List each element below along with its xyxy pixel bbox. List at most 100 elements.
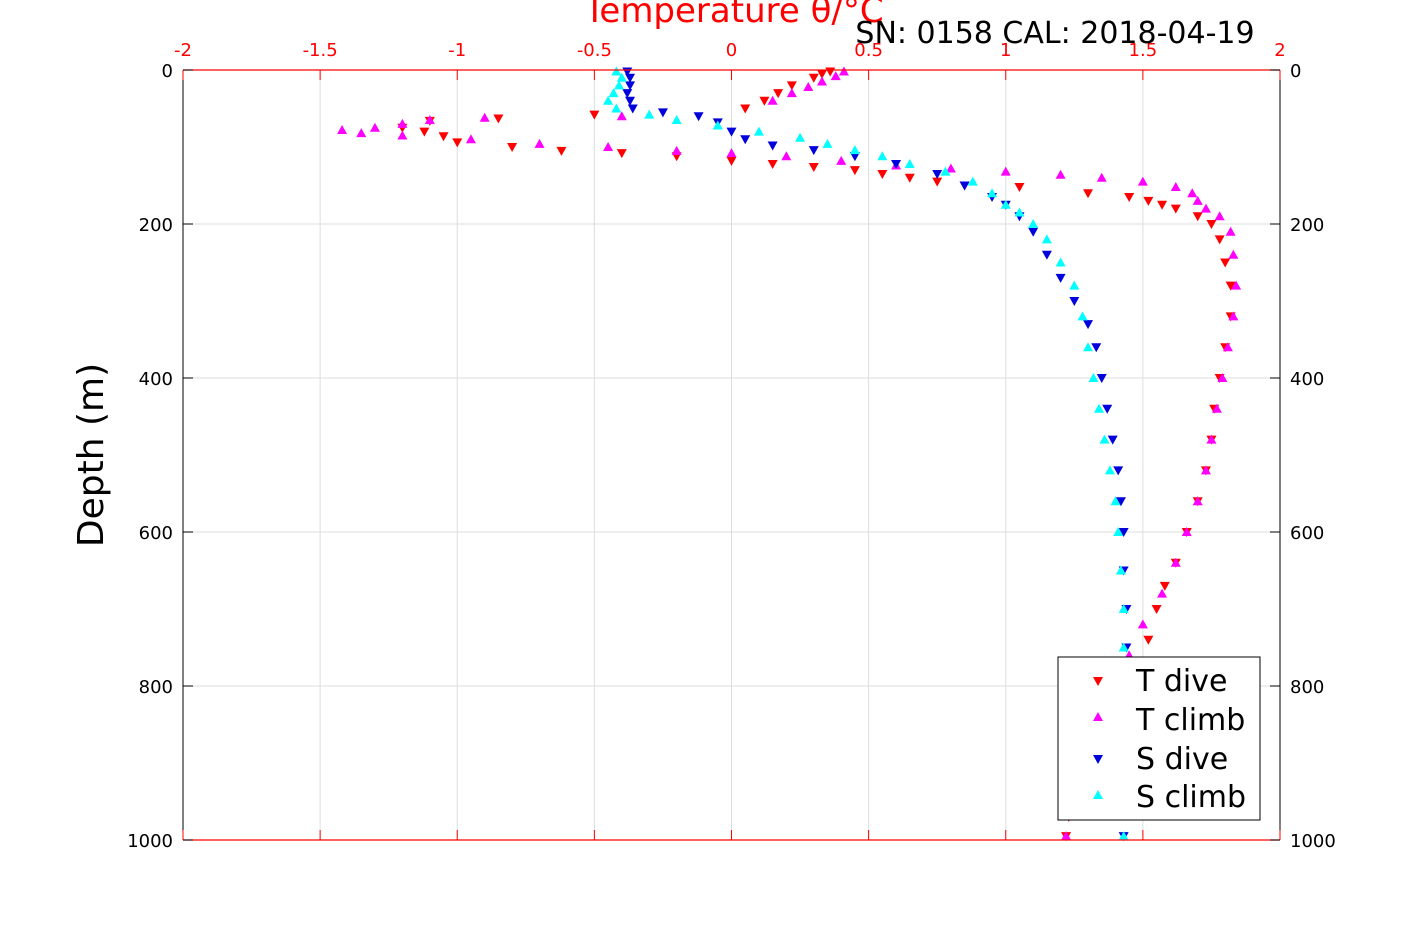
legend-marker-s-dive	[1093, 755, 1103, 764]
data-point-s-climb	[1099, 434, 1110, 444]
data-point-s-climb	[1055, 257, 1066, 267]
data-point-s-dive	[740, 135, 751, 145]
data-point-t-dive	[438, 132, 449, 142]
data-point-t-dive	[1192, 212, 1203, 222]
data-point-t-climb	[945, 163, 956, 173]
series-s-climb	[603, 66, 1129, 841]
data-point-s-dive	[627, 104, 638, 114]
data-point-t-dive	[1124, 193, 1135, 203]
x-tick-label: -0.5	[577, 40, 612, 61]
y-tick-label-right: 0	[1290, 61, 1301, 82]
data-point-s-dive	[1069, 297, 1080, 306]
data-point-t-dive	[808, 163, 819, 173]
data-point-s-climb	[1110, 496, 1121, 506]
data-point-t-dive	[1159, 581, 1170, 591]
data-point-t-climb	[1096, 172, 1107, 182]
data-point-t-dive	[773, 89, 784, 99]
data-point-t-dive	[556, 146, 567, 156]
data-point-t-climb	[356, 128, 367, 138]
data-point-t-climb	[786, 88, 797, 98]
data-point-t-climb	[1225, 226, 1236, 236]
data-point-s-climb	[1014, 207, 1025, 217]
data-point-t-climb	[369, 122, 380, 132]
data-point-t-climb	[838, 66, 849, 76]
data-point-t-climb	[616, 111, 627, 121]
data-point-t-dive	[1157, 200, 1168, 210]
data-point-t-dive	[786, 81, 797, 91]
data-point-s-climb	[671, 115, 682, 125]
data-point-s-climb	[614, 80, 625, 90]
data-point-t-dive	[1143, 196, 1154, 206]
data-point-s-dive	[693, 112, 704, 122]
data-point-s-dive	[1107, 435, 1118, 445]
data-point-s-climb	[1093, 403, 1104, 413]
data-point-t-climb	[337, 125, 348, 135]
data-point-t-climb	[1192, 195, 1203, 205]
x-tick-label: 2	[1274, 40, 1285, 61]
data-point-s-dive	[657, 108, 668, 118]
data-point-t-dive	[507, 143, 518, 152]
x-tick-label: 0.5	[854, 40, 883, 61]
chart-title: Temperature θ/°C	[583, 0, 883, 31]
y-tick-label-left: 600	[139, 523, 173, 544]
data-point-s-dive	[1055, 273, 1066, 283]
legend-label-t-dive: T dive	[1135, 664, 1227, 699]
data-point-s-climb	[1088, 373, 1099, 382]
data-point-s-climb	[877, 151, 888, 161]
data-point-t-dive	[1083, 189, 1094, 199]
data-point-s-climb	[940, 166, 951, 176]
y-tick-label-right: 200	[1290, 215, 1324, 236]
y-tick-label-right: 800	[1290, 677, 1324, 698]
legend-box	[1057, 656, 1261, 821]
data-point-t-dive	[1214, 235, 1225, 245]
legend-marker-t-climb	[1093, 712, 1103, 721]
data-point-t-climb	[836, 155, 847, 165]
data-point-s-climb	[904, 158, 915, 168]
data-point-t-climb	[1228, 311, 1239, 321]
data-point-s-dive	[849, 152, 860, 162]
data-point-t-climb	[1157, 588, 1168, 598]
data-point-s-climb	[1000, 199, 1011, 209]
series-s-dive	[622, 67, 1132, 842]
data-point-s-climb	[611, 103, 622, 113]
data-point-t-dive	[493, 114, 504, 124]
data-point-s-dive	[1102, 404, 1113, 414]
y-tick-label-left: 200	[139, 215, 173, 236]
data-point-s-dive	[932, 169, 943, 179]
data-point-t-dive	[849, 166, 860, 176]
data-point-s-climb	[795, 132, 806, 142]
y-tick-label-left: 800	[139, 677, 173, 698]
data-point-t-dive	[1206, 220, 1217, 229]
data-point-t-dive	[767, 159, 778, 169]
data-point-t-dive	[1170, 204, 1181, 214]
y-tick-label-left: 0	[162, 61, 173, 82]
data-point-s-climb	[1041, 234, 1052, 244]
legend-label-s-climb: S climb	[1136, 780, 1246, 815]
data-point-s-dive	[1091, 343, 1102, 353]
data-point-t-climb	[1000, 166, 1011, 176]
x-tick-label: 1	[1000, 40, 1011, 61]
data-point-s-dive	[1083, 320, 1094, 330]
data-point-t-climb	[817, 76, 828, 86]
data-point-t-climb	[803, 81, 814, 91]
data-point-t-dive	[877, 169, 888, 179]
data-point-t-dive	[1014, 183, 1025, 193]
data-point-s-dive	[622, 89, 633, 99]
data-point-t-dive	[1225, 281, 1236, 291]
data-point-t-climb	[767, 95, 778, 105]
data-point-s-climb	[1118, 642, 1129, 652]
data-point-t-climb	[781, 151, 792, 161]
data-point-t-climb	[1192, 496, 1203, 506]
data-point-s-climb	[1069, 280, 1080, 290]
data-point-t-dive	[419, 127, 430, 137]
legend-entry-s-dive: S dive	[1093, 742, 1228, 777]
data-point-s-climb	[1118, 604, 1129, 613]
data-point-s-dive	[726, 127, 737, 137]
legend-entry-t-dive: T dive	[1093, 664, 1227, 699]
data-point-t-climb	[1211, 403, 1222, 413]
data-point-s-climb	[603, 95, 614, 105]
data-point-s-dive	[625, 96, 636, 106]
